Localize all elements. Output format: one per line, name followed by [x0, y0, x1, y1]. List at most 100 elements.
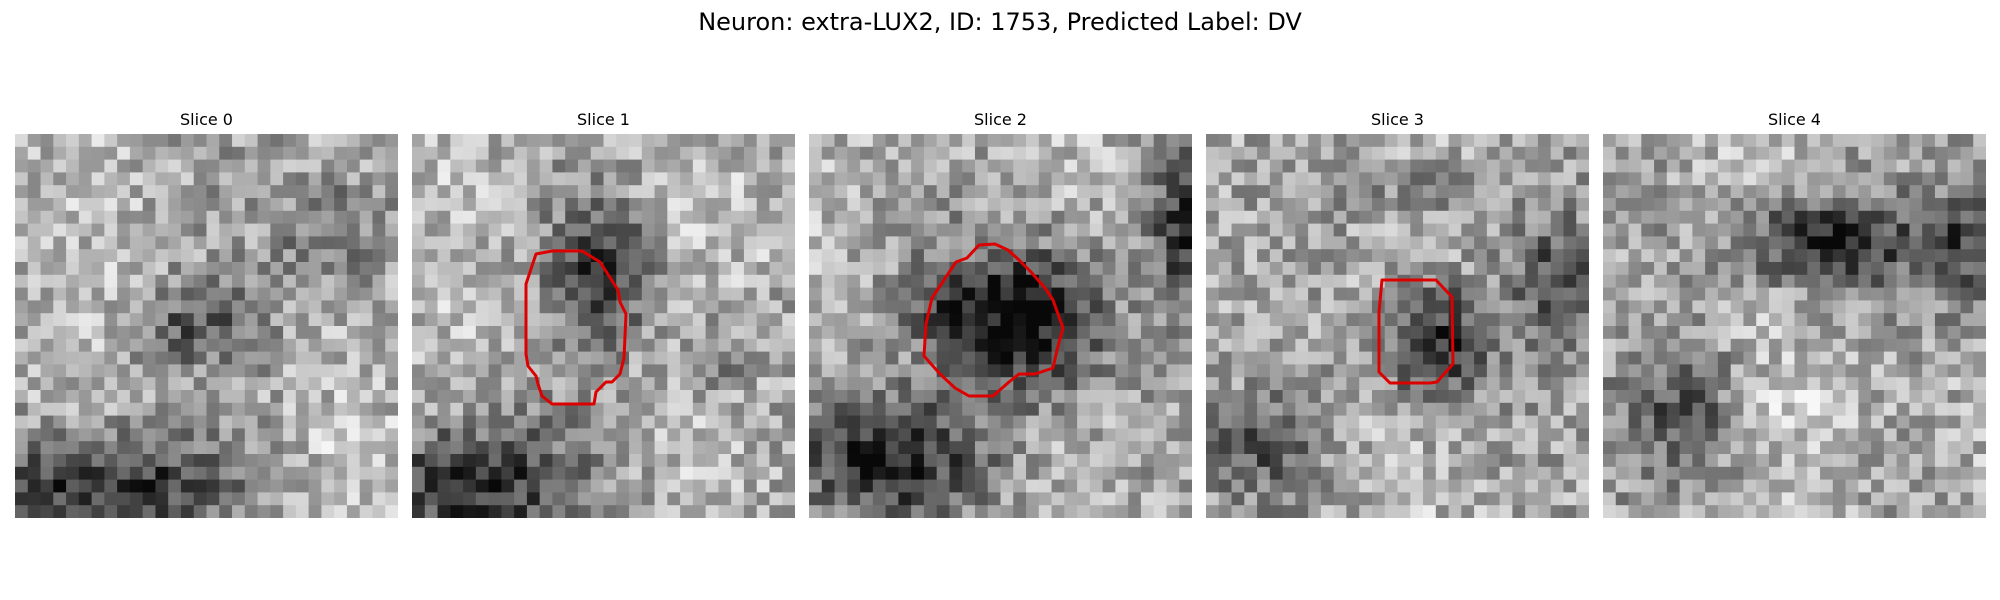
pixel-cell — [1666, 415, 1681, 429]
pixel-cell — [1615, 402, 1630, 417]
pixel-cell — [1140, 390, 1155, 404]
pixel-cell — [1295, 146, 1309, 161]
pixel-cell — [1576, 492, 1589, 506]
pixel-cell — [731, 223, 745, 237]
pixel-cell — [1461, 428, 1475, 442]
pixel-cell — [1654, 198, 1668, 212]
pixel-cell — [244, 454, 259, 468]
pixel-cell — [847, 428, 861, 442]
pixel-cell — [244, 479, 259, 493]
pixel-cell — [616, 466, 630, 481]
pixel-cell — [475, 492, 490, 506]
pixel-cell — [488, 441, 502, 455]
pixel-cell — [974, 159, 989, 173]
pixel-cell — [603, 505, 617, 518]
pixel-cell — [1807, 287, 1821, 301]
pixel-cell — [1102, 466, 1116, 481]
pixel-cell — [1051, 146, 1065, 161]
pixel-cell — [834, 313, 848, 327]
pixel-cell — [257, 364, 271, 378]
pixel-cell — [334, 313, 348, 327]
pixel-cell — [450, 287, 464, 301]
pixel-cell — [962, 134, 976, 148]
pixel-cell — [193, 172, 208, 186]
pixel-cell — [1832, 364, 1847, 378]
pixel-cell — [1474, 185, 1488, 199]
pixel-cell — [1845, 415, 1859, 429]
pixel-cell — [40, 338, 54, 353]
pixel-cell — [1858, 223, 1872, 237]
pixel-cell — [1756, 441, 1770, 455]
pixel-cell — [1525, 146, 1539, 161]
pixel-cell — [359, 492, 374, 506]
pixel-cell — [872, 146, 887, 161]
pixel-cell — [1282, 338, 1296, 353]
pixel-cell — [424, 210, 439, 225]
pixel-cell — [1628, 185, 1642, 199]
pixel-cell — [718, 159, 732, 173]
pixel-cell — [705, 313, 719, 327]
pixel-cell — [463, 262, 477, 276]
pixel-cell — [385, 390, 398, 404]
pixel-cell — [206, 479, 220, 493]
pixel-cell — [1295, 351, 1309, 365]
pixel-cell — [1794, 326, 1808, 340]
pixel-cell — [834, 134, 848, 148]
pixel-cell — [1308, 236, 1322, 250]
pixel-cell — [1537, 134, 1552, 148]
pixel-cell — [1218, 428, 1233, 442]
pixel-cell — [334, 134, 348, 148]
pixel-cell — [1115, 441, 1129, 455]
pixel-cell — [142, 492, 157, 506]
pixel-cell — [1845, 492, 1859, 506]
pixel-cell — [1550, 287, 1565, 301]
pixel-cell — [936, 441, 951, 455]
pixel-cell — [1832, 287, 1847, 301]
pixel-cell — [450, 454, 464, 468]
pixel-cell — [321, 326, 335, 340]
pixel-cell — [1371, 185, 1386, 199]
pixel-cell — [1269, 479, 1284, 493]
pixel-cell — [1206, 249, 1220, 263]
pixel-cell — [1871, 287, 1885, 301]
pixel-cell — [974, 210, 989, 225]
pixel-cell — [1346, 338, 1360, 353]
slice-image — [1206, 134, 1589, 518]
pixel-cell — [1179, 428, 1192, 442]
pixel-cell — [180, 313, 195, 327]
pixel-cell — [1525, 390, 1539, 404]
pixel-cell — [257, 198, 271, 212]
pixel-cell — [1486, 249, 1501, 263]
pixel-cell — [244, 428, 259, 442]
pixel-cell — [501, 274, 515, 289]
pixel-cell — [1768, 390, 1783, 404]
pixel-cell — [346, 492, 361, 506]
pixel-cell — [475, 402, 490, 417]
pixel-cell — [463, 428, 477, 442]
pixel-cell — [1089, 338, 1104, 353]
pixel-cell — [1807, 338, 1821, 353]
pixel-cell — [1320, 454, 1335, 468]
pixel-cell — [1781, 146, 1796, 161]
pixel-cell — [654, 236, 668, 250]
pixel-cell — [270, 287, 284, 301]
pixel-cell — [743, 326, 758, 340]
pixel-cell — [450, 428, 464, 442]
pixel-cell — [1525, 249, 1539, 263]
pixel-cell — [193, 198, 208, 212]
pixel-cell — [346, 198, 361, 212]
pixel-cell — [1206, 377, 1220, 391]
pixel-cell — [1550, 505, 1565, 518]
pixel-cell — [463, 198, 477, 212]
pixel-cell — [1628, 364, 1642, 378]
pixel-cell — [923, 326, 938, 340]
pixel-cell — [1320, 390, 1335, 404]
pixel-cell — [769, 210, 783, 225]
pixel-cell — [834, 454, 848, 468]
pixel-cell — [847, 198, 861, 212]
pixel-cell — [1615, 415, 1630, 429]
pixel-cell — [680, 146, 694, 161]
pixel-cell — [1448, 326, 1462, 340]
pixel-cell — [1603, 326, 1617, 340]
pixel-cell — [1730, 377, 1745, 391]
